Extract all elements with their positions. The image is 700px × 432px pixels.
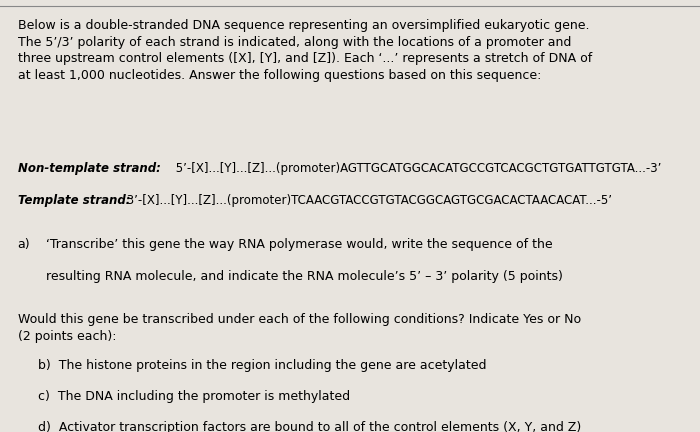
Text: ‘Transcribe’ this gene the way RNA polymerase would, write the sequence of the: ‘Transcribe’ this gene the way RNA polym… [46, 238, 552, 251]
Text: c)  The DNA including the promoter is methylated: c) The DNA including the promoter is met… [38, 390, 351, 403]
Text: a): a) [18, 238, 30, 251]
Text: Below is a double-stranded DNA sequence representing an oversimplified eukaryoti: Below is a double-stranded DNA sequence … [18, 19, 592, 82]
Text: b)  The histone proteins in the region including the gene are acetylated: b) The histone proteins in the region in… [38, 359, 487, 372]
Text: 3’-[X]...[Y]...[Z]...(promoter)TCAACGTACCGTGTACGGCAGTGCGACACTAACACAT...-5’: 3’-[X]...[Y]...[Z]...(promoter)TCAACGTAC… [108, 194, 612, 207]
Text: Non-template strand:: Non-template strand: [18, 162, 160, 175]
Text: d)  Activator transcription factors are bound to all of the control elements (X,: d) Activator transcription factors are b… [38, 421, 582, 432]
Text: Template strand:: Template strand: [18, 194, 130, 207]
Text: resulting RNA molecule, and indicate the RNA molecule’s 5’ – 3’ polarity (5 poin: resulting RNA molecule, and indicate the… [46, 270, 562, 283]
Text: Would this gene be transcribed under each of the following conditions? Indicate : Would this gene be transcribed under eac… [18, 313, 580, 343]
Text: 5’-[X]...[Y]...[Z]...(promoter)AGTTGCATGGCACATGCCGTCACGCTGTGATTGTGTA...-3’: 5’-[X]...[Y]...[Z]...(promoter)AGTTGCATG… [172, 162, 661, 175]
